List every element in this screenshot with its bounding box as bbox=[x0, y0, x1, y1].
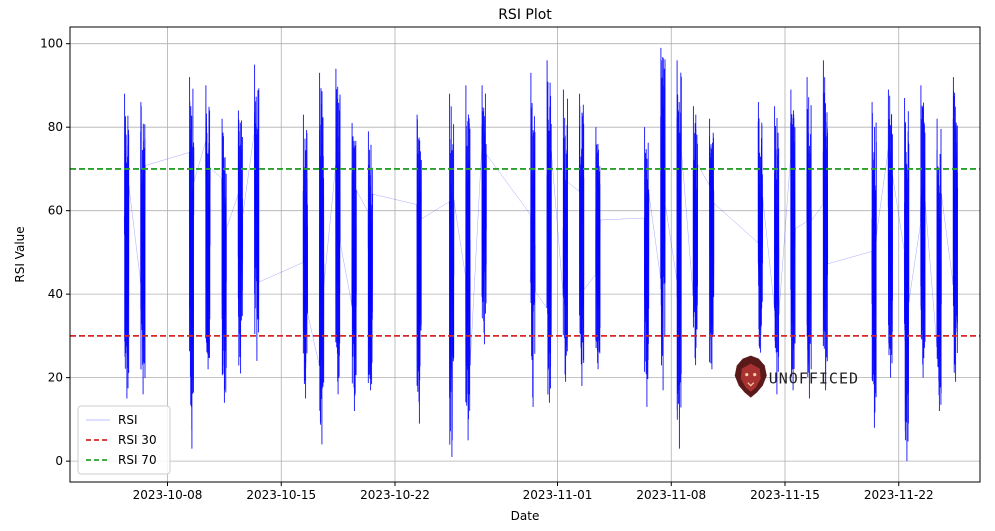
x-tick-label: 2023-11-15 bbox=[750, 488, 820, 502]
rsi-session-2023-10-25 bbox=[448, 93, 455, 458]
rsi-session-2023-11-06 bbox=[643, 127, 650, 407]
rsi-session-2023-10-09 bbox=[188, 77, 195, 449]
rsi-session-2023-11-24 bbox=[936, 118, 942, 412]
rsi-session-2023-10-05 bbox=[123, 93, 130, 399]
rsi-session-2023-11-21 bbox=[887, 89, 894, 378]
axis-ticks: 0 20 40 60 80 100 2023-10-08 2023-10-15 2023-10-… bbox=[40, 37, 934, 502]
legend-label-rsi-70: RSI 70 bbox=[118, 453, 157, 467]
unofficed-watermark: UNOFFICED bbox=[734, 355, 859, 398]
rsi-session-2023-10-18 bbox=[335, 68, 341, 395]
x-tick-label: 2023-10-15 bbox=[246, 488, 316, 502]
y-tick-label: 20 bbox=[48, 371, 63, 385]
rsi-series bbox=[123, 47, 959, 462]
rsi-session-2023-10-26 bbox=[465, 85, 471, 441]
rsi-session-2023-11-13 bbox=[757, 102, 764, 353]
rsi-session-2023-10-12 bbox=[237, 110, 244, 374]
rsi-session-2023-10-16 bbox=[302, 114, 309, 399]
rsi-session-2023-11-20 bbox=[871, 102, 877, 428]
rsi-session-2023-11-02 bbox=[578, 93, 585, 387]
rsi-session-2023-11-03 bbox=[595, 127, 601, 370]
rsi-session-2023-10-10 bbox=[205, 85, 211, 370]
rsi-session-2023-10-13 bbox=[253, 64, 260, 361]
rsi-session-2023-10-23 bbox=[416, 114, 422, 424]
rsi-session-2023-11-01 bbox=[562, 89, 569, 382]
x-tick-label: 2023-10-22 bbox=[360, 488, 430, 502]
rsi-session-2023-11-22 bbox=[903, 97, 910, 462]
rsi-session-2023-11-14 bbox=[773, 106, 780, 395]
legend-label-rsi-30: RSI 30 bbox=[118, 433, 157, 447]
rsi-line-connector bbox=[124, 47, 958, 462]
rsi-session-2023-10-17 bbox=[318, 72, 325, 445]
y-tick-label: 80 bbox=[48, 120, 63, 134]
watermark-text: UNOFFICED bbox=[769, 370, 859, 388]
x-tick-label: 2023-11-08 bbox=[636, 488, 706, 502]
x-tick-label: 2023-11-01 bbox=[523, 488, 593, 502]
x-tick-label: 2023-10-08 bbox=[133, 488, 203, 502]
legend-label-rsi: RSI bbox=[118, 413, 138, 427]
rsi-session-2023-10-30 bbox=[530, 72, 536, 407]
y-tick-label: 40 bbox=[48, 287, 63, 301]
rsi-session-2023-10-27 bbox=[481, 85, 487, 345]
rsi-session-2023-11-17 bbox=[822, 60, 829, 391]
rsi-session-2023-11-15 bbox=[790, 89, 796, 391]
legend-box bbox=[77, 405, 171, 475]
x-axis-label: Date bbox=[511, 509, 540, 523]
y-axis-label: RSI Value bbox=[13, 226, 27, 282]
rsi-session-2023-11-16 bbox=[806, 77, 812, 399]
rsi-session-2023-11-10 bbox=[708, 118, 715, 370]
y-tick-label: 0 bbox=[55, 454, 63, 468]
rsi-session-2023-11-23 bbox=[920, 85, 926, 378]
rsi-session-2023-10-11 bbox=[221, 118, 227, 403]
rsi-session-2023-10-20 bbox=[367, 131, 374, 391]
y-tick-label: 100 bbox=[40, 37, 63, 51]
rsi-session-2023-11-25 bbox=[952, 77, 959, 382]
rsi-session-2023-11-07 bbox=[660, 47, 666, 391]
reference-lines bbox=[70, 168, 980, 337]
rsi-session-2023-11-09 bbox=[692, 106, 699, 366]
y-tick-label: 60 bbox=[48, 204, 63, 218]
rsi-session-2023-11-08 bbox=[676, 60, 682, 449]
legend: RSI RSI 30 RSI 70 bbox=[77, 405, 171, 475]
plot-frame bbox=[69, 26, 981, 483]
chart-title: RSI Plot bbox=[498, 7, 552, 23]
lion-logo-icon bbox=[734, 355, 767, 398]
rsi-session-2023-10-19 bbox=[351, 122, 357, 412]
x-tick-label: 2023-11-22 bbox=[864, 488, 934, 502]
rsi-session-2023-10-06 bbox=[140, 102, 146, 395]
rsi-session-2023-10-31 bbox=[546, 60, 552, 403]
